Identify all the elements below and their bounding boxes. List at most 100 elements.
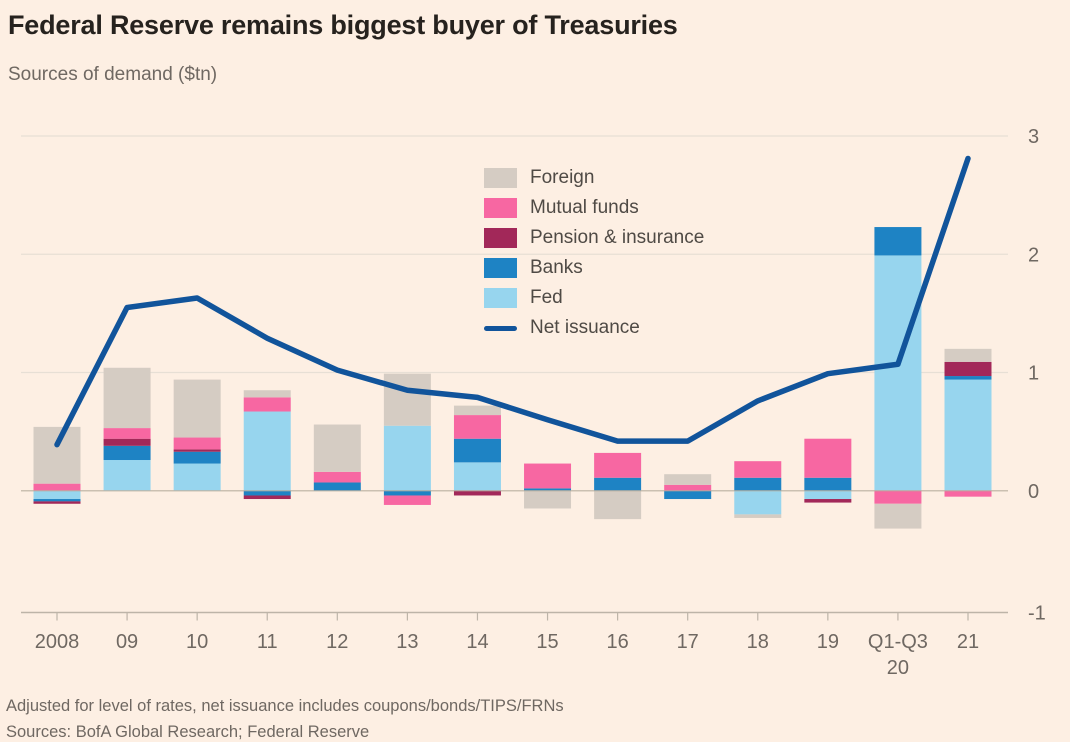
bar-segment [453,415,501,439]
legend-label: Foreign [530,167,595,188]
bar-segment [874,255,922,491]
banks-swatch-icon [484,258,517,278]
bar-segment [944,379,992,491]
legend-label: Banks [530,257,583,278]
bar-segment [664,490,712,500]
bar-segment [453,490,501,496]
bar-segment [33,483,81,491]
bar-segment [173,437,221,450]
bar-segment [874,490,922,504]
bar-segment [524,490,572,509]
bar-segment [103,460,151,491]
bar-segment [383,495,431,505]
bar-segment [734,490,782,515]
y-tick-label: 3 [1028,126,1039,148]
bar-segment [243,397,291,412]
x-tick-label: 15 [536,631,558,653]
y-tick-label: 2 [1028,244,1039,266]
x-tick-label: 11 [257,631,278,653]
y-tick-label: 0 [1028,481,1039,503]
bar-segment [804,499,852,503]
x-tick-label: 12 [326,631,348,653]
fed-swatch-icon [484,288,517,308]
legend-item-net-issuance: Net issuance [484,317,704,338]
mutual-funds-swatch-icon [484,198,517,218]
bar-segment [944,361,992,377]
net-issuance-line [54,155,971,448]
bar-segment [33,499,81,502]
bar-segment [173,451,221,464]
x-tick-label: 21 [957,631,979,653]
bar-segment [804,490,852,500]
bar-segment [33,490,81,500]
y-tick-label: 1 [1028,363,1039,385]
x-tick-label: 18 [747,631,769,653]
bar-segment [453,405,501,416]
bar-segment [313,471,361,483]
bar-segment [804,477,852,491]
bar-segment [453,438,501,463]
bar-segment [383,373,431,426]
bar-segment [594,477,642,491]
pension-insurance-swatch-icon [484,228,517,248]
x-tick-label: 14 [466,631,488,653]
bar-segment [804,438,852,478]
legend-label: Net issuance [530,317,640,338]
chart-title: Federal Reserve remains biggest buyer of… [8,10,678,40]
bar-segment [383,425,431,491]
bar-segment [944,490,992,497]
bar-segment [664,484,712,491]
bar-segment [243,495,291,500]
legend-label: Fed [530,287,563,308]
bar-segment [103,428,151,439]
bar-segment [173,449,221,452]
x-tick-label: 17 [677,631,699,653]
x-tick-label: 13 [396,631,418,653]
bar-segment [243,490,291,496]
x-tick-sublabel: 20 [887,657,909,679]
net-issuance-line-swatch-icon [484,325,517,331]
bar-segment [103,367,151,429]
foreign-swatch-icon [484,168,517,188]
x-tick-label: 10 [186,631,208,653]
legend-item-banks: Banks [484,257,704,278]
bar-segment [33,426,81,484]
legend-item-foreign: Foreign [484,167,704,188]
x-tick-label: 09 [116,631,138,653]
bar-segment [103,445,151,461]
bar-segment [734,514,782,518]
bar-segment [594,490,642,520]
bar-segment [173,463,221,491]
x-tick-label: 16 [606,631,628,653]
chart-sources: Sources: BofA Global Research; Federal R… [6,723,370,741]
bar-segment [313,424,361,472]
bar-segment [944,348,992,362]
bar-segment [173,379,221,438]
bar-segment [944,376,992,380]
y-tick-label: -1 [1028,603,1046,625]
bar-segment [664,474,712,485]
bar-segment [524,463,572,489]
bar-segment [524,488,572,491]
legend-item-fed: Fed [484,287,704,308]
legend-label: Pension & insurance [530,227,705,248]
legend-label: Mutual funds [530,197,639,218]
x-tick-label: Q1-Q3 [868,631,928,653]
bar-segment [313,482,361,491]
chart-footnote: Adjusted for level of rates, net issuanc… [6,697,564,715]
bar-segment [594,452,642,478]
bar-segment [734,461,782,478]
bar-segment [383,490,431,496]
x-tick-label: 19 [817,631,839,653]
legend-item-pension-insurance: Pension & insurance [484,227,705,248]
bar-segment [453,462,501,491]
x-tick-label: 2008 [35,631,80,653]
bar-segment [734,477,782,491]
chart-subtitle: Sources of demand ($tn) [8,64,218,85]
bar-segment [33,501,81,504]
chart-legend: Foreign Mutual funds Pension & insurance… [484,167,705,348]
legend-item-mutual-funds: Mutual funds [484,197,704,218]
bar-segment [874,503,922,529]
bar-segment [243,390,291,398]
